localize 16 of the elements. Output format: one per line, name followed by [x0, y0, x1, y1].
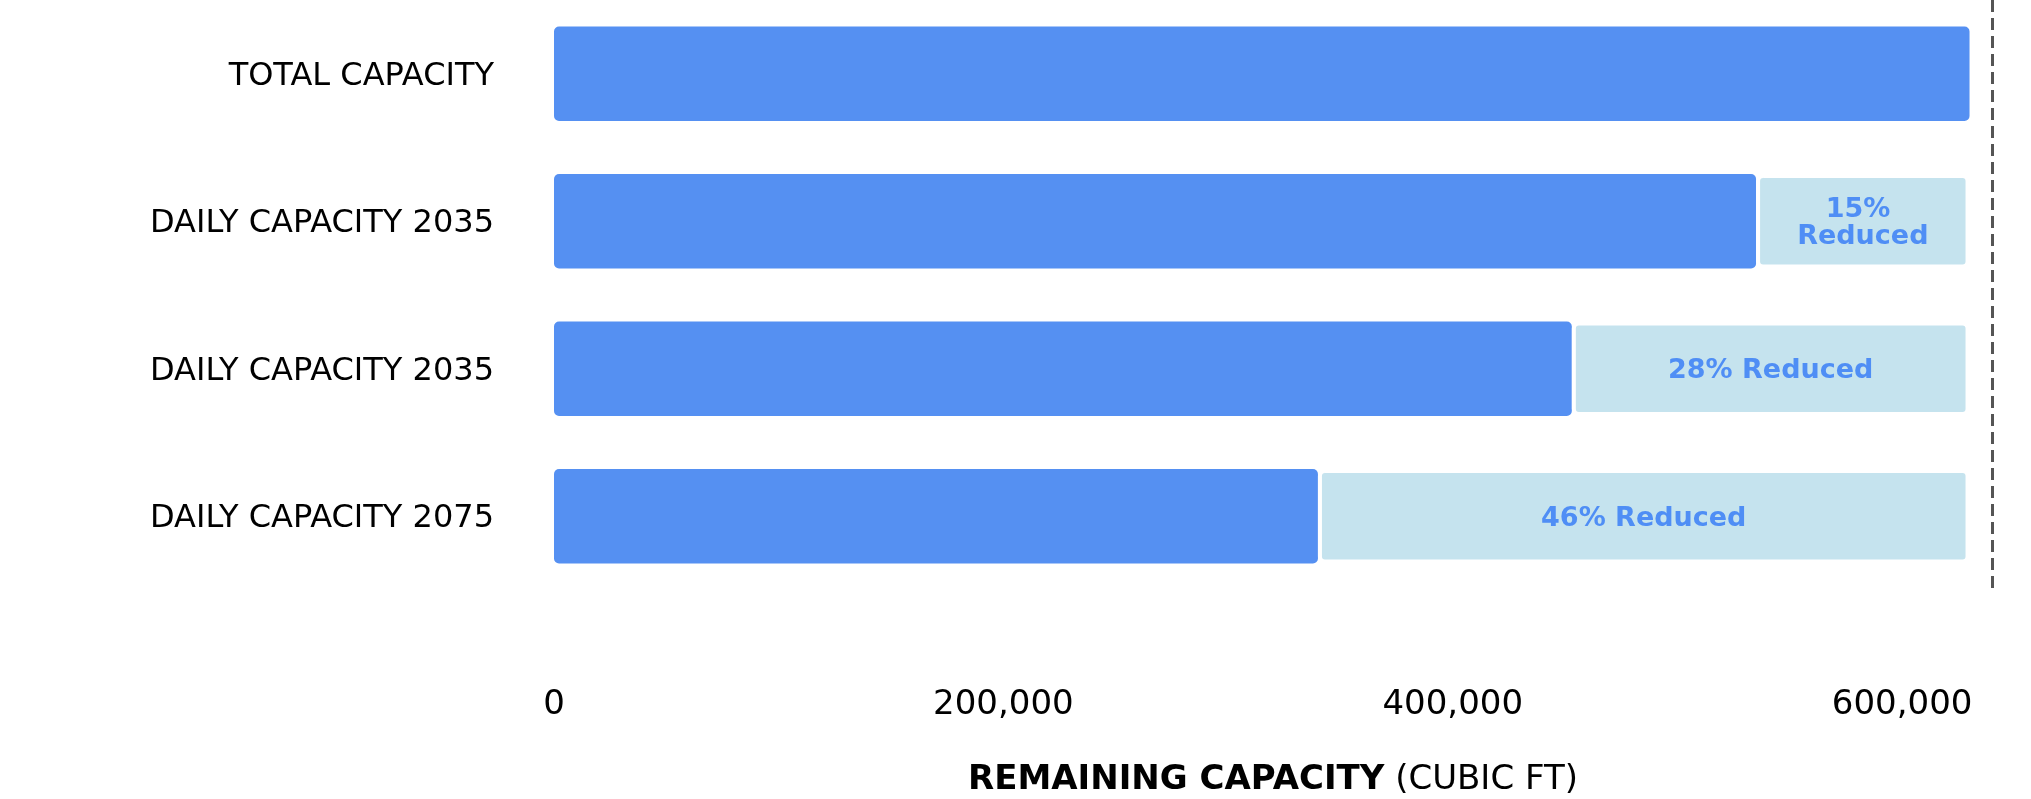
bar	[554, 321, 1572, 416]
bar	[554, 26, 1970, 121]
annotation: 28% Reduced	[1668, 353, 1874, 385]
y-tick-label: DAILY CAPACITY 2075	[150, 497, 494, 536]
x-tick-label: 600,000	[1831, 682, 1973, 722]
bar	[554, 469, 1318, 564]
x-tick-label: 0	[543, 682, 565, 722]
x-axis-title: REMAINING CAPACITY (CUBIC FT)	[968, 757, 1578, 797]
bar	[554, 174, 1757, 269]
annotation: 15% Reduced	[1797, 192, 1929, 251]
y-tick-label: TOTAL CAPACITY	[227, 54, 495, 93]
x-tick-label: 400,000	[1382, 682, 1524, 722]
annotation: 46% Reduced	[1541, 500, 1747, 532]
x-tick-label: 200,000	[933, 682, 1074, 722]
y-tick-label: DAILY CAPACITY 2035	[150, 202, 494, 241]
y-tick-label: DAILY CAPACITY 2035	[150, 349, 494, 388]
